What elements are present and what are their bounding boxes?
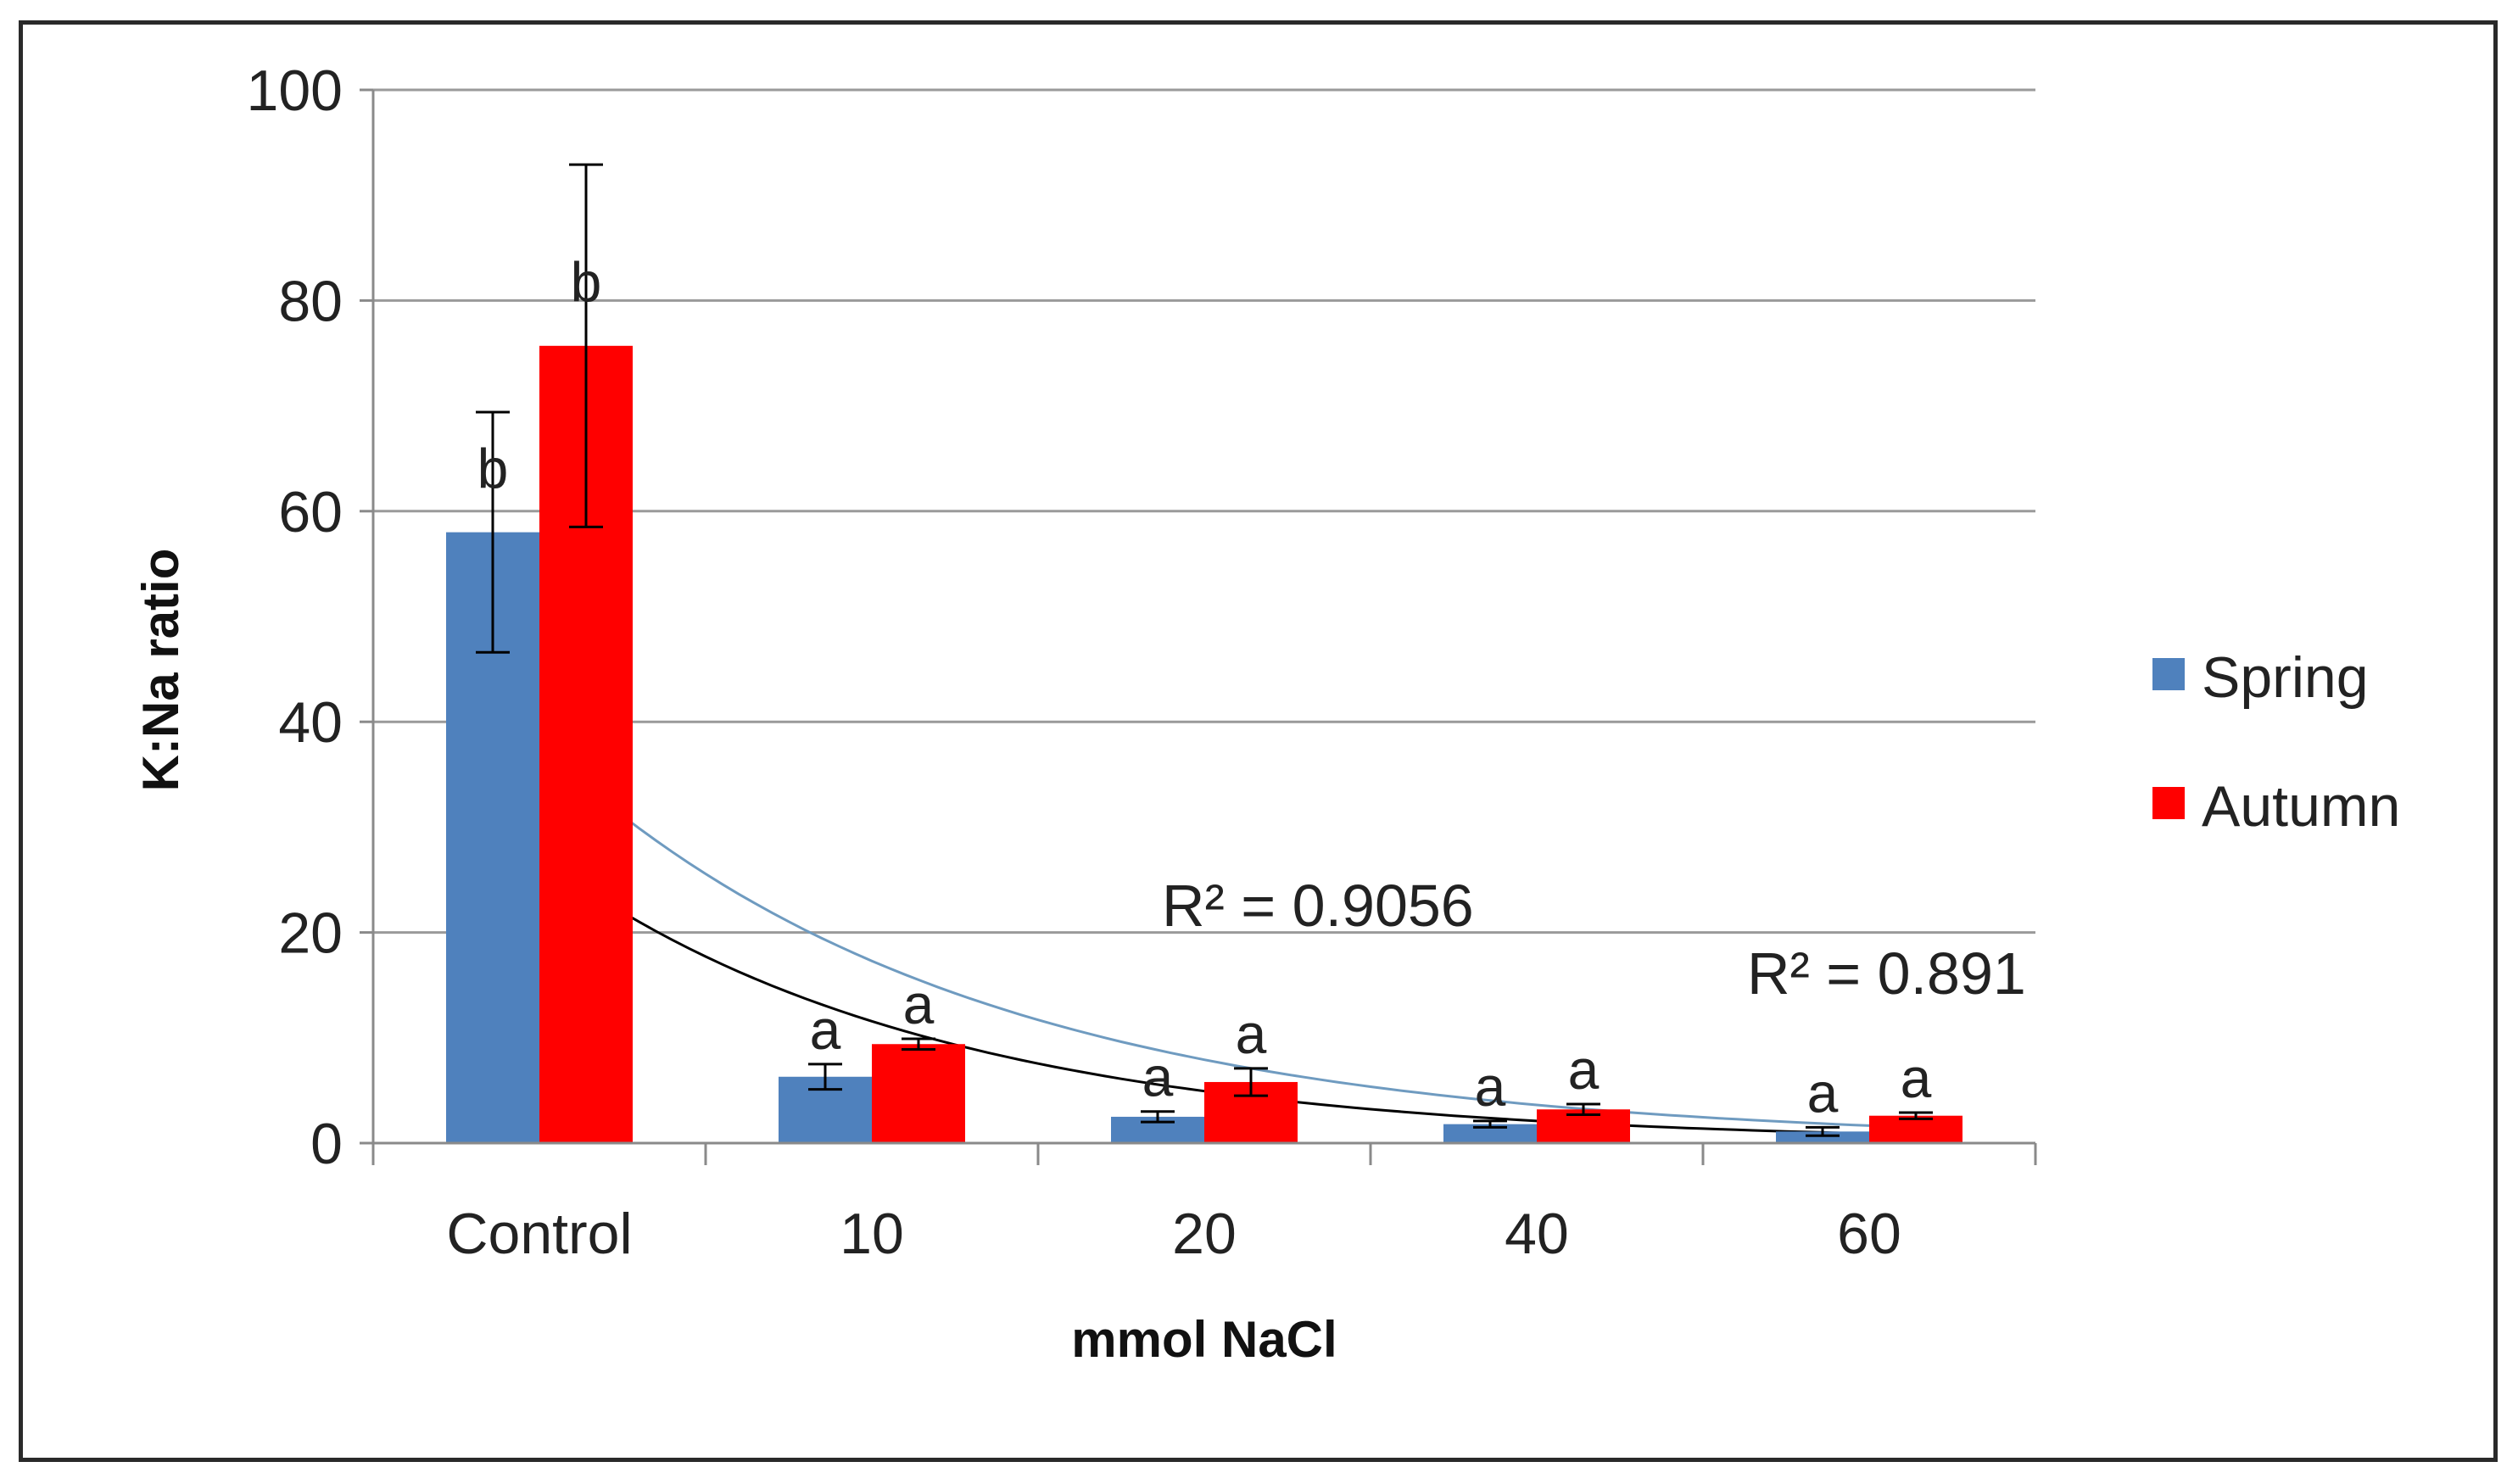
significance-label: a xyxy=(1236,1002,1267,1065)
significance-label: a xyxy=(810,998,841,1061)
y-tick-label: 60 xyxy=(278,480,343,544)
legend: Spring Autumn xyxy=(2152,645,2400,839)
axes xyxy=(360,88,2037,1165)
significance-label: a xyxy=(903,973,935,1035)
y-axis-title: K:Na ratio xyxy=(132,549,189,792)
bars xyxy=(446,345,1962,1143)
significance-label: a xyxy=(1807,1061,1839,1124)
y-tick-label: 80 xyxy=(278,269,343,333)
legend-swatch-autumn xyxy=(2152,787,2185,819)
bar-spring xyxy=(1776,1131,1869,1143)
bar-autumn xyxy=(872,1044,965,1143)
significance-label: a xyxy=(1475,1055,1506,1118)
trendline-autumn xyxy=(538,744,1870,1127)
y-tick-label: 100 xyxy=(247,59,343,123)
trendlines xyxy=(538,744,1870,1135)
significance-labels: baa a aba aa a xyxy=(477,251,1932,1124)
x-tick-label: 10 xyxy=(840,1202,904,1266)
x-tick-label: Control xyxy=(446,1202,632,1266)
y-tick-label: 20 xyxy=(278,901,343,966)
x-tick-label: 60 xyxy=(1837,1202,1901,1266)
legend-swatch-spring xyxy=(2152,658,2185,690)
tick-labels: 0 20 40 60 80 100 Control 10 20 40 60 xyxy=(247,59,1901,1266)
error-bars xyxy=(476,163,1933,1137)
significance-label: a xyxy=(1142,1046,1174,1108)
significance-label: a xyxy=(1568,1038,1600,1101)
r2-labels: R² = 0.9056 R² = 0.891 xyxy=(1162,873,2026,1007)
significance-label: a xyxy=(1901,1046,1932,1109)
y-tick-label: 40 xyxy=(278,690,343,755)
x-tick-label: 40 xyxy=(1505,1202,1569,1266)
y-tick-label: 0 xyxy=(310,1112,343,1176)
significance-label: b xyxy=(571,251,602,314)
x-axis-title: mmol NaCl xyxy=(1071,1311,1337,1368)
r2-label-autumn: R² = 0.9056 xyxy=(1162,873,1474,939)
legend-label-autumn: Autumn xyxy=(2202,774,2400,839)
legend-label-spring: Spring xyxy=(2202,645,2369,710)
gridlines xyxy=(373,88,2035,934)
significance-label: b xyxy=(477,438,509,500)
x-tick-label: 20 xyxy=(1172,1202,1237,1266)
figure-frame xyxy=(19,20,2498,1462)
bar-spring xyxy=(1443,1124,1537,1143)
r2-label-spring: R² = 0.891 xyxy=(1747,940,2026,1007)
bar-autumn xyxy=(1869,1115,1962,1143)
